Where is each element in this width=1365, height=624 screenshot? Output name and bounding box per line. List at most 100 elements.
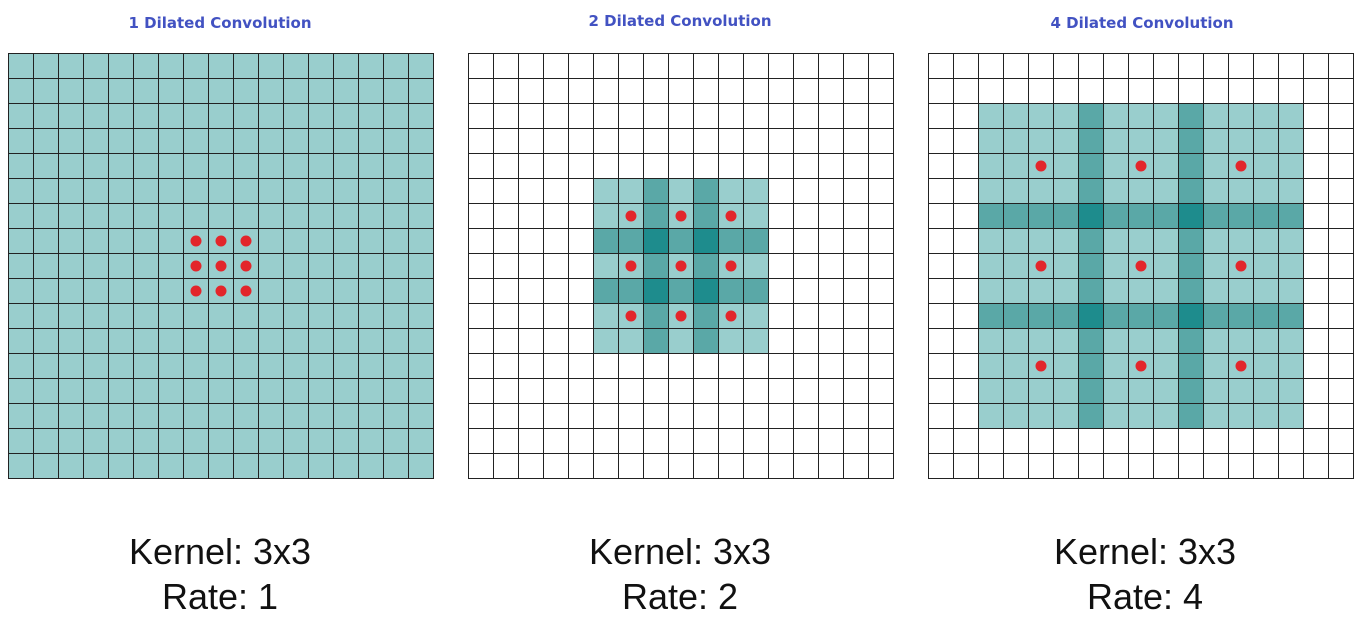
receptive-field-cell [1253,103,1278,128]
receptive-field-cell [1078,203,1103,228]
kernel-tap-dot [625,260,637,272]
receptive-field-cell [1003,153,1028,178]
receptive-field-cell [233,428,258,453]
receptive-field-cell [743,278,768,303]
receptive-field-cell [408,428,433,453]
receptive-field-cell [183,303,208,328]
receptive-field-cell [133,428,158,453]
receptive-field-cell [1053,278,1078,303]
receptive-field-cell [158,253,183,278]
receptive-field-cell [83,378,108,403]
panel-1-rate-label: Rate: 1 [161,576,279,617]
receptive-field-cell [1003,128,1028,153]
receptive-field-cell [1028,203,1053,228]
receptive-field-cell [1253,228,1278,253]
receptive-field-cell [183,128,208,153]
receptive-field-cell [1153,128,1178,153]
receptive-field-cell [743,303,768,328]
receptive-field-cell [1228,278,1253,303]
receptive-field-cell [108,353,133,378]
receptive-field-cell [233,78,258,103]
receptive-field-cell [233,128,258,153]
receptive-field-cell [1178,228,1203,253]
receptive-field-cell [33,53,58,78]
receptive-field-cell [308,378,333,403]
receptive-field-cell [208,378,233,403]
receptive-field-cell [333,303,358,328]
receptive-field-cell [1028,103,1053,128]
receptive-field-cell [408,453,433,478]
receptive-field-cell [333,153,358,178]
receptive-field-cell [208,128,233,153]
kernel-tap-dot [725,310,737,322]
receptive-field-cell [978,228,1003,253]
receptive-field-cell [1228,328,1253,353]
receptive-field-cell [718,328,743,353]
receptive-field-cell [1153,178,1178,203]
receptive-field-cell [183,103,208,128]
receptive-field-cell [1103,178,1128,203]
receptive-field-cell [1128,203,1153,228]
receptive-field-cell [1203,328,1228,353]
receptive-field-cell [333,128,358,153]
kernel-tap-dot [240,260,252,272]
receptive-field-cell [1153,203,1178,228]
receptive-field-cell [208,103,233,128]
receptive-field-cell [1228,228,1253,253]
receptive-field-cell [668,328,693,353]
receptive-field-cell [978,303,1003,328]
panel-1-grid [8,53,434,479]
receptive-field-cell [1103,378,1128,403]
receptive-field-cell [258,78,283,103]
receptive-field-cell [283,453,308,478]
receptive-field-cell [1103,253,1128,278]
receptive-field-cell [1153,303,1178,328]
receptive-field-shading [8,53,433,478]
receptive-field-cell [743,178,768,203]
receptive-field-cell [408,303,433,328]
kernel-taps [625,210,737,322]
receptive-field-cell [208,78,233,103]
receptive-field-cell [1178,253,1203,278]
receptive-field-cell [108,378,133,403]
receptive-field-cell [358,303,383,328]
receptive-field-cell [408,378,433,403]
receptive-field-cell [333,403,358,428]
receptive-field-cell [233,303,258,328]
receptive-field-cell [1253,353,1278,378]
receptive-field-cell [283,303,308,328]
receptive-field-cell [58,203,83,228]
receptive-field-cell [358,403,383,428]
receptive-field-cell [83,303,108,328]
receptive-field-cell [8,453,33,478]
receptive-field-cell [1203,278,1228,303]
receptive-field-cell [1178,303,1203,328]
receptive-field-cell [1003,328,1028,353]
kernel-tap-dot [1235,360,1247,372]
receptive-field-cell [158,453,183,478]
receptive-field-cell [33,103,58,128]
receptive-field-cell [1203,353,1228,378]
receptive-field-cell [158,428,183,453]
kernel-tap-dot [190,260,202,272]
receptive-field-cell [158,128,183,153]
receptive-field-cell [333,378,358,403]
receptive-field-cell [8,153,33,178]
receptive-field-cell [1203,403,1228,428]
receptive-field-cell [1278,253,1303,278]
receptive-field-cell [1178,328,1203,353]
receptive-field-cell [108,303,133,328]
kernel-tap-dot [1035,160,1047,172]
receptive-field-cell [33,178,58,203]
kernel-tap-dot [1235,260,1247,272]
receptive-field-cell [978,253,1003,278]
receptive-field-cell [1053,178,1078,203]
receptive-field-cell [1153,378,1178,403]
receptive-field-cell [1278,403,1303,428]
receptive-field-cell [333,228,358,253]
receptive-field-cell [1153,403,1178,428]
receptive-field-cell [978,353,1003,378]
receptive-field-cell [1203,378,1228,403]
receptive-field-cell [333,428,358,453]
receptive-field-cell [108,128,133,153]
